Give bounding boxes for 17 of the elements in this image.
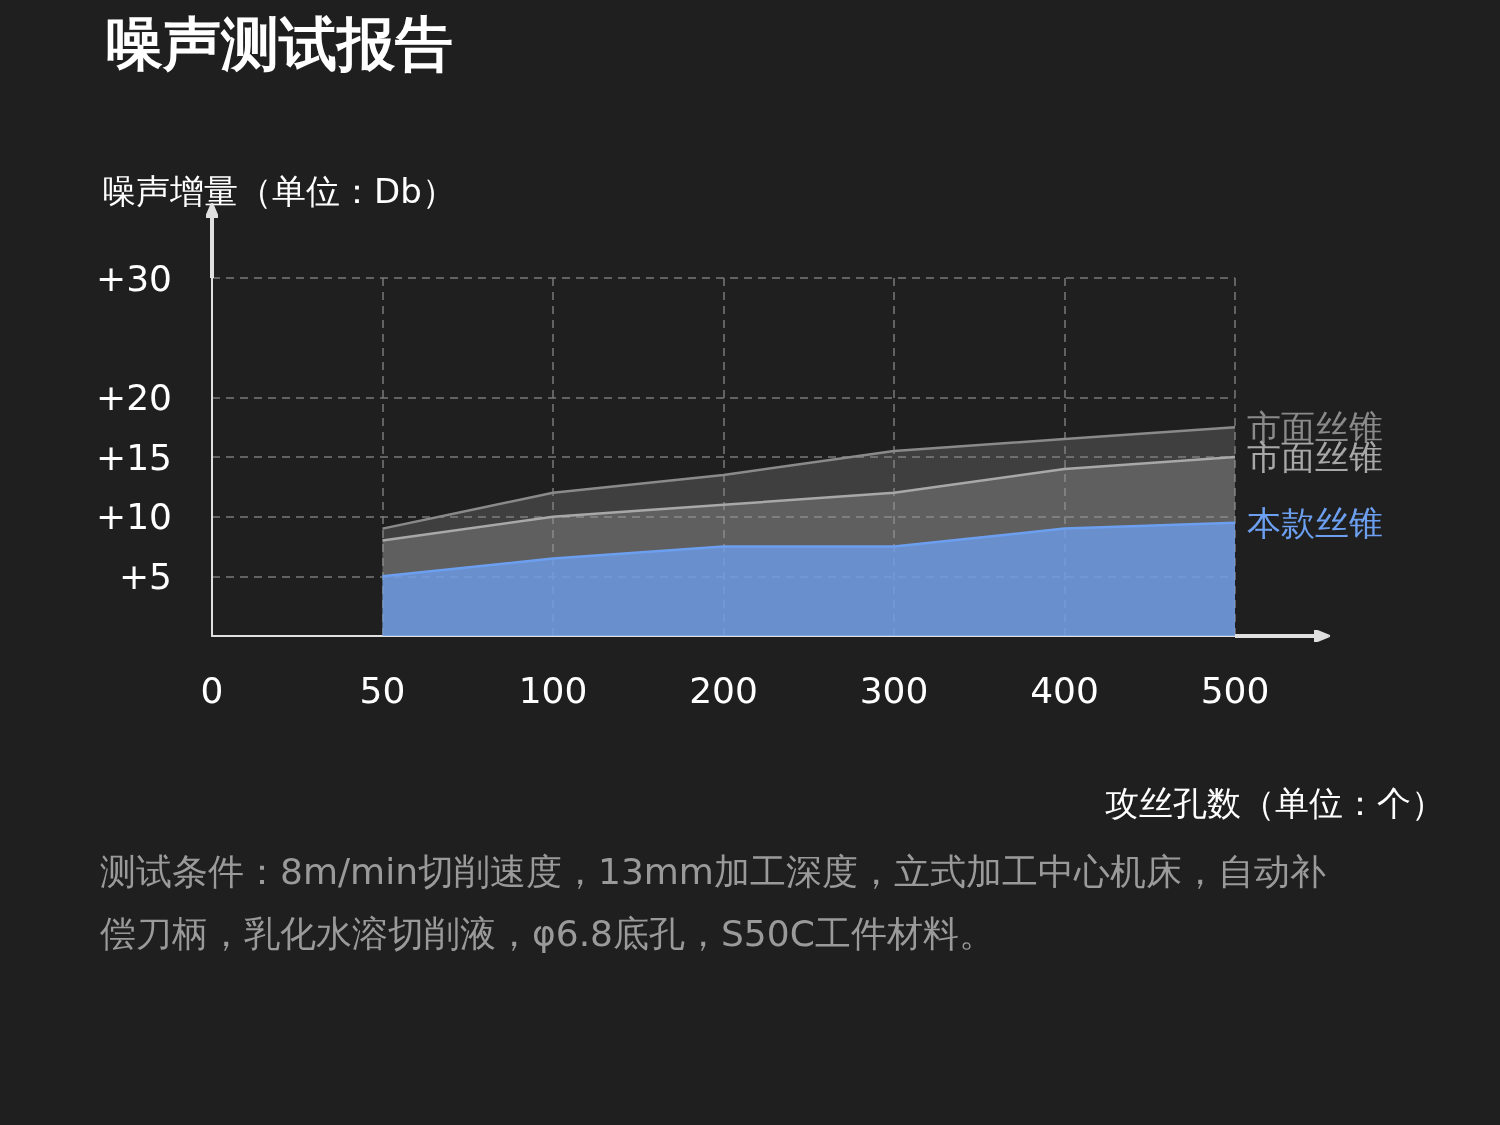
x-tick-label: 50 (359, 669, 406, 711)
y-tick-label: +10 (96, 496, 172, 538)
y-tick-label: +15 (96, 436, 172, 478)
x-tick-label: 200 (689, 669, 758, 711)
y-tick-label: +20 (96, 376, 172, 418)
x-tick-label: 400 (1030, 669, 1099, 711)
x-tick-label: 500 (1200, 669, 1270, 711)
y-tick-label: +5 (118, 555, 172, 597)
x-tick-label: 0 (200, 669, 224, 711)
x-tick-label: 300 (859, 669, 929, 711)
series-label: 本款丝锥 (1247, 502, 1383, 543)
chart-title: 噪声测试报告 (105, 10, 453, 78)
x-tick-label: 100 (518, 669, 588, 711)
y-axis-title: 噪声增量（单位：Db） (102, 171, 456, 211)
text: 测试条件：8m/min切削速度，13mm加工深度，立式加工中心机床，自动补偿刀柄，乳化水溶切削液，φ6.8底孔，S50C工件材料。 (100, 850, 1326, 954)
y-tick-label: +30 (96, 257, 172, 299)
x-axis-title: 攻丝孔数（单位：个） (1105, 783, 1445, 823)
